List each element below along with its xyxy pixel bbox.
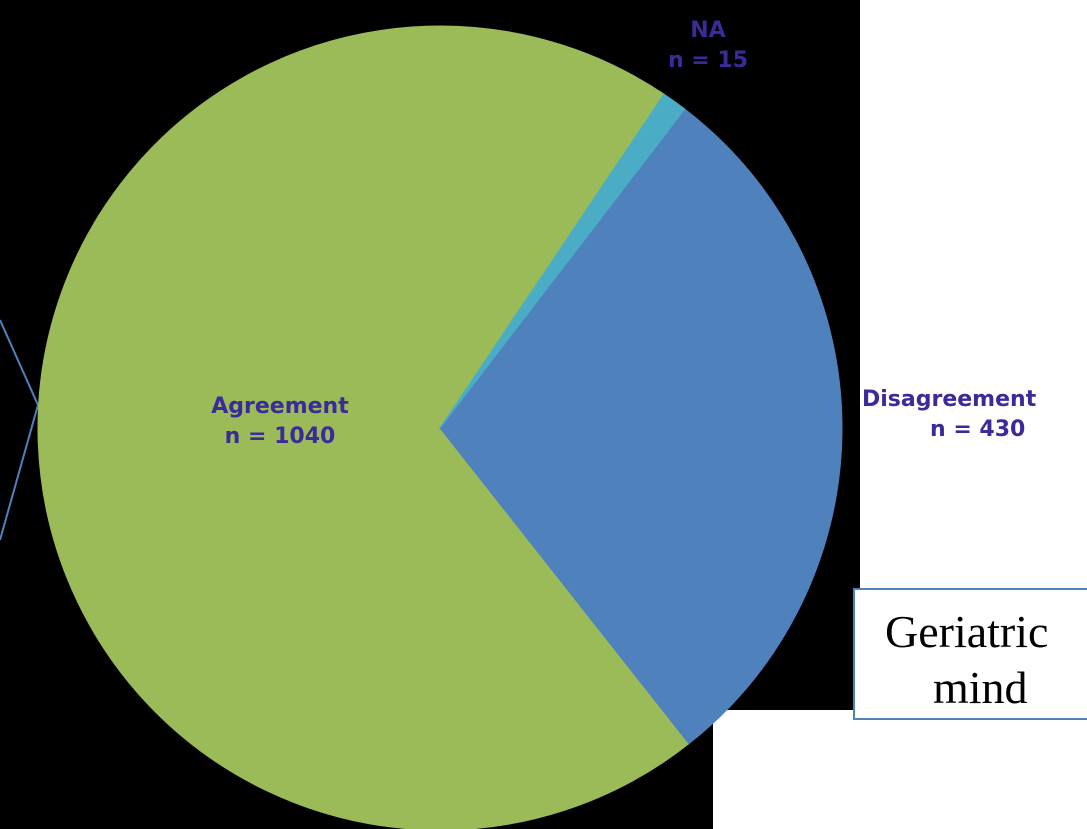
slice-label-agreement-n: n = 1040 xyxy=(224,424,336,449)
slice-label-disagreement-n: n = 430 xyxy=(930,417,1026,442)
slice-label-na-name: NA xyxy=(690,18,726,43)
callout-box: Geriatric mind xyxy=(853,588,1087,720)
pie-slice-agreement xyxy=(37,25,690,829)
slice-label-na: NA n = 15 xyxy=(638,16,778,76)
slice-label-disagreement: Disagreement n = 430 xyxy=(862,385,1087,445)
slice-label-na-n: n = 15 xyxy=(667,48,749,73)
slice-label-agreement-name: Agreement xyxy=(211,394,349,419)
callout-line-2: mind xyxy=(933,662,1028,713)
chart-background-top-right xyxy=(713,0,860,87)
callout-line-1: Geriatric xyxy=(885,606,1049,657)
slice-label-disagreement-name: Disagreement xyxy=(862,387,1037,412)
pie-slice-disagreement xyxy=(439,108,843,745)
slice-label-agreement: Agreement n = 1040 xyxy=(160,392,400,452)
pie-slice-na xyxy=(439,93,686,429)
callout-pointer xyxy=(0,319,40,541)
